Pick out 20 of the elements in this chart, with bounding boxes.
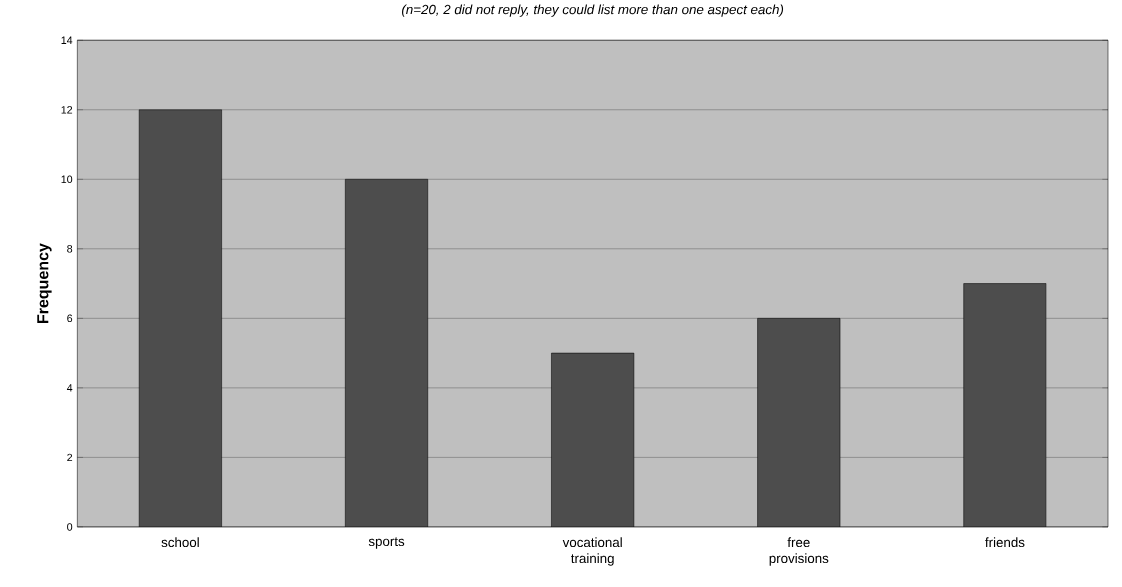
x-tick-label: friends xyxy=(985,537,1025,548)
bar xyxy=(345,179,429,527)
x-tick-label: free provisions xyxy=(769,537,829,566)
y-tick-label: 0 xyxy=(67,523,73,531)
bar xyxy=(757,318,841,527)
y-tick-label: 12 xyxy=(61,106,73,114)
y-tick-label: 6 xyxy=(67,314,73,323)
y-tick-label: 8 xyxy=(67,245,73,253)
chart-title: (n=20, 2 did not reply, they could list more than one aspect each) xyxy=(402,4,784,17)
x-tick-label: vocational training xyxy=(562,537,622,566)
y-axis-title: Frequency xyxy=(37,243,52,324)
bar xyxy=(963,283,1047,527)
y-tick-label: 14 xyxy=(61,36,73,44)
y-tick-label: 10 xyxy=(61,175,73,184)
x-tick-label: sports xyxy=(368,537,405,549)
y-tick-label: 2 xyxy=(67,453,73,462)
x-tick-label: school xyxy=(161,537,199,548)
bar xyxy=(551,352,635,527)
bar xyxy=(138,109,222,527)
y-tick-label: 4 xyxy=(66,384,73,392)
